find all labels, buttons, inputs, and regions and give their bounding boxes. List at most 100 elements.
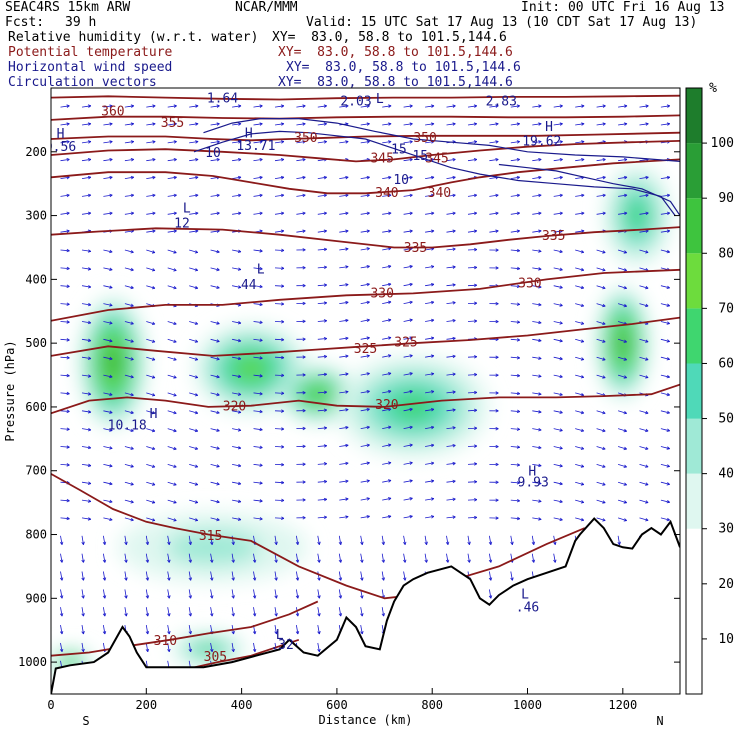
high-low-marker: H bbox=[528, 465, 536, 480]
circulation-vector bbox=[103, 535, 106, 545]
circulation-vector-head bbox=[538, 374, 542, 377]
circulation-vector-head bbox=[338, 559, 342, 563]
circulation-vector-head bbox=[188, 559, 192, 563]
wind-label: 10.18 bbox=[108, 419, 147, 434]
high-low-marker: L bbox=[376, 92, 384, 107]
circulation-vector-head bbox=[645, 341, 649, 343]
circulation-vector bbox=[274, 553, 277, 563]
circulation-vector-head bbox=[87, 104, 92, 107]
circulation-vector-head bbox=[195, 410, 199, 414]
circulation-vector bbox=[618, 105, 628, 108]
circulation-vector-head bbox=[152, 393, 156, 396]
circulation-vector-head bbox=[216, 392, 220, 396]
circulation-vector-head bbox=[66, 194, 70, 198]
circulation-vector bbox=[81, 535, 84, 545]
circulation-vector-head bbox=[345, 300, 349, 303]
circulation-vector-head bbox=[538, 393, 542, 396]
circulation-vector bbox=[81, 642, 84, 652]
circulation-vector-head bbox=[83, 630, 85, 635]
circulation-vector bbox=[339, 337, 349, 340]
circulation-vector bbox=[425, 355, 434, 358]
circulation-vector-head bbox=[495, 392, 499, 395]
circulation-vector bbox=[296, 535, 299, 545]
circulation-vector-head bbox=[366, 408, 370, 412]
high-low-marker: L bbox=[183, 202, 191, 217]
circulation-vector-head bbox=[297, 541, 300, 545]
circulation-vector-head bbox=[323, 444, 327, 447]
circulation-vector-head bbox=[173, 193, 177, 196]
circulation-vector bbox=[81, 338, 91, 342]
circulation-vector-head bbox=[173, 357, 177, 361]
circulation-vector-head bbox=[581, 464, 585, 467]
circulation-vector-head bbox=[387, 515, 392, 517]
circulation-vector bbox=[403, 372, 413, 376]
circulation-vector bbox=[596, 285, 606, 289]
circulation-vector-head bbox=[602, 175, 606, 178]
colorbar-tick-label: 30 bbox=[718, 522, 734, 537]
circulation-vector bbox=[553, 212, 563, 215]
circulation-vector bbox=[510, 464, 520, 466]
theta-contour-320 bbox=[51, 383, 680, 415]
circulation-vector bbox=[146, 105, 156, 108]
circulation-vector-head bbox=[216, 359, 220, 361]
circulation-vector-head bbox=[452, 158, 456, 160]
circulation-vector-head bbox=[302, 176, 306, 180]
circulation-vector-head bbox=[409, 426, 413, 430]
circulation-vector-head bbox=[516, 268, 520, 271]
circulation-vector bbox=[532, 230, 542, 233]
circulation-vector-head bbox=[538, 356, 542, 359]
circulation-vector bbox=[103, 428, 113, 431]
circulation-vector bbox=[403, 480, 413, 483]
circulation-vector-head bbox=[237, 376, 242, 378]
circulation-vector-head bbox=[66, 498, 70, 502]
circulation-vector-head bbox=[452, 498, 456, 502]
circulation-vector-head bbox=[323, 283, 327, 286]
circulation-vector-head bbox=[516, 250, 520, 253]
circulation-vector-head bbox=[216, 212, 220, 216]
circulation-vector-head bbox=[517, 373, 521, 377]
circulation-vector-head bbox=[195, 123, 199, 126]
circulation-vector-head bbox=[216, 482, 220, 485]
circulation-vector bbox=[253, 571, 256, 581]
circulation-vector-head bbox=[474, 265, 478, 268]
circulation-vector bbox=[360, 553, 363, 563]
circulation-vector-head bbox=[216, 446, 220, 450]
circulation-vector-head bbox=[602, 482, 606, 486]
circulation-vector bbox=[339, 230, 349, 233]
circulation-vector bbox=[596, 428, 606, 432]
circulation-vector-head bbox=[66, 321, 70, 324]
colorbar-segment bbox=[686, 473, 702, 529]
circulation-vector-head bbox=[195, 250, 199, 253]
circulation-vector-head bbox=[559, 323, 563, 325]
circulation-vector-head bbox=[430, 443, 435, 446]
circulation-vector-head bbox=[624, 286, 627, 289]
circulation-vector-head bbox=[152, 229, 156, 232]
circulation-vector bbox=[167, 249, 177, 254]
circulation-vector bbox=[360, 390, 370, 394]
circulation-vector bbox=[189, 321, 198, 325]
circulation-vector-head bbox=[645, 412, 649, 415]
circulation-vector-head bbox=[452, 104, 456, 107]
circulation-vector-head bbox=[259, 229, 263, 232]
colorbar-unit: % bbox=[709, 81, 717, 96]
circulation-vector-head bbox=[517, 481, 521, 484]
circulation-vector-head bbox=[581, 193, 585, 196]
circulation-vector-head bbox=[581, 105, 585, 108]
theta-contour-345 bbox=[51, 140, 680, 163]
circulation-vector bbox=[339, 426, 349, 429]
circulation-vector bbox=[553, 517, 563, 521]
circulation-vector bbox=[232, 105, 242, 108]
circulation-vector-head bbox=[276, 595, 278, 599]
circulation-vector-head bbox=[366, 355, 370, 358]
circulation-vector bbox=[210, 481, 220, 485]
circulation-vector-head bbox=[87, 286, 92, 289]
circulation-vector bbox=[403, 105, 413, 108]
circulation-vector-head bbox=[216, 323, 220, 325]
circulation-vector bbox=[446, 535, 449, 545]
circulation-vector-head bbox=[516, 122, 520, 125]
circulation-vector-head bbox=[667, 105, 671, 108]
circulation-vector-head bbox=[559, 267, 563, 271]
circulation-vector-head bbox=[366, 212, 370, 216]
circulation-vector-head bbox=[495, 158, 499, 160]
circulation-vector bbox=[446, 123, 456, 126]
